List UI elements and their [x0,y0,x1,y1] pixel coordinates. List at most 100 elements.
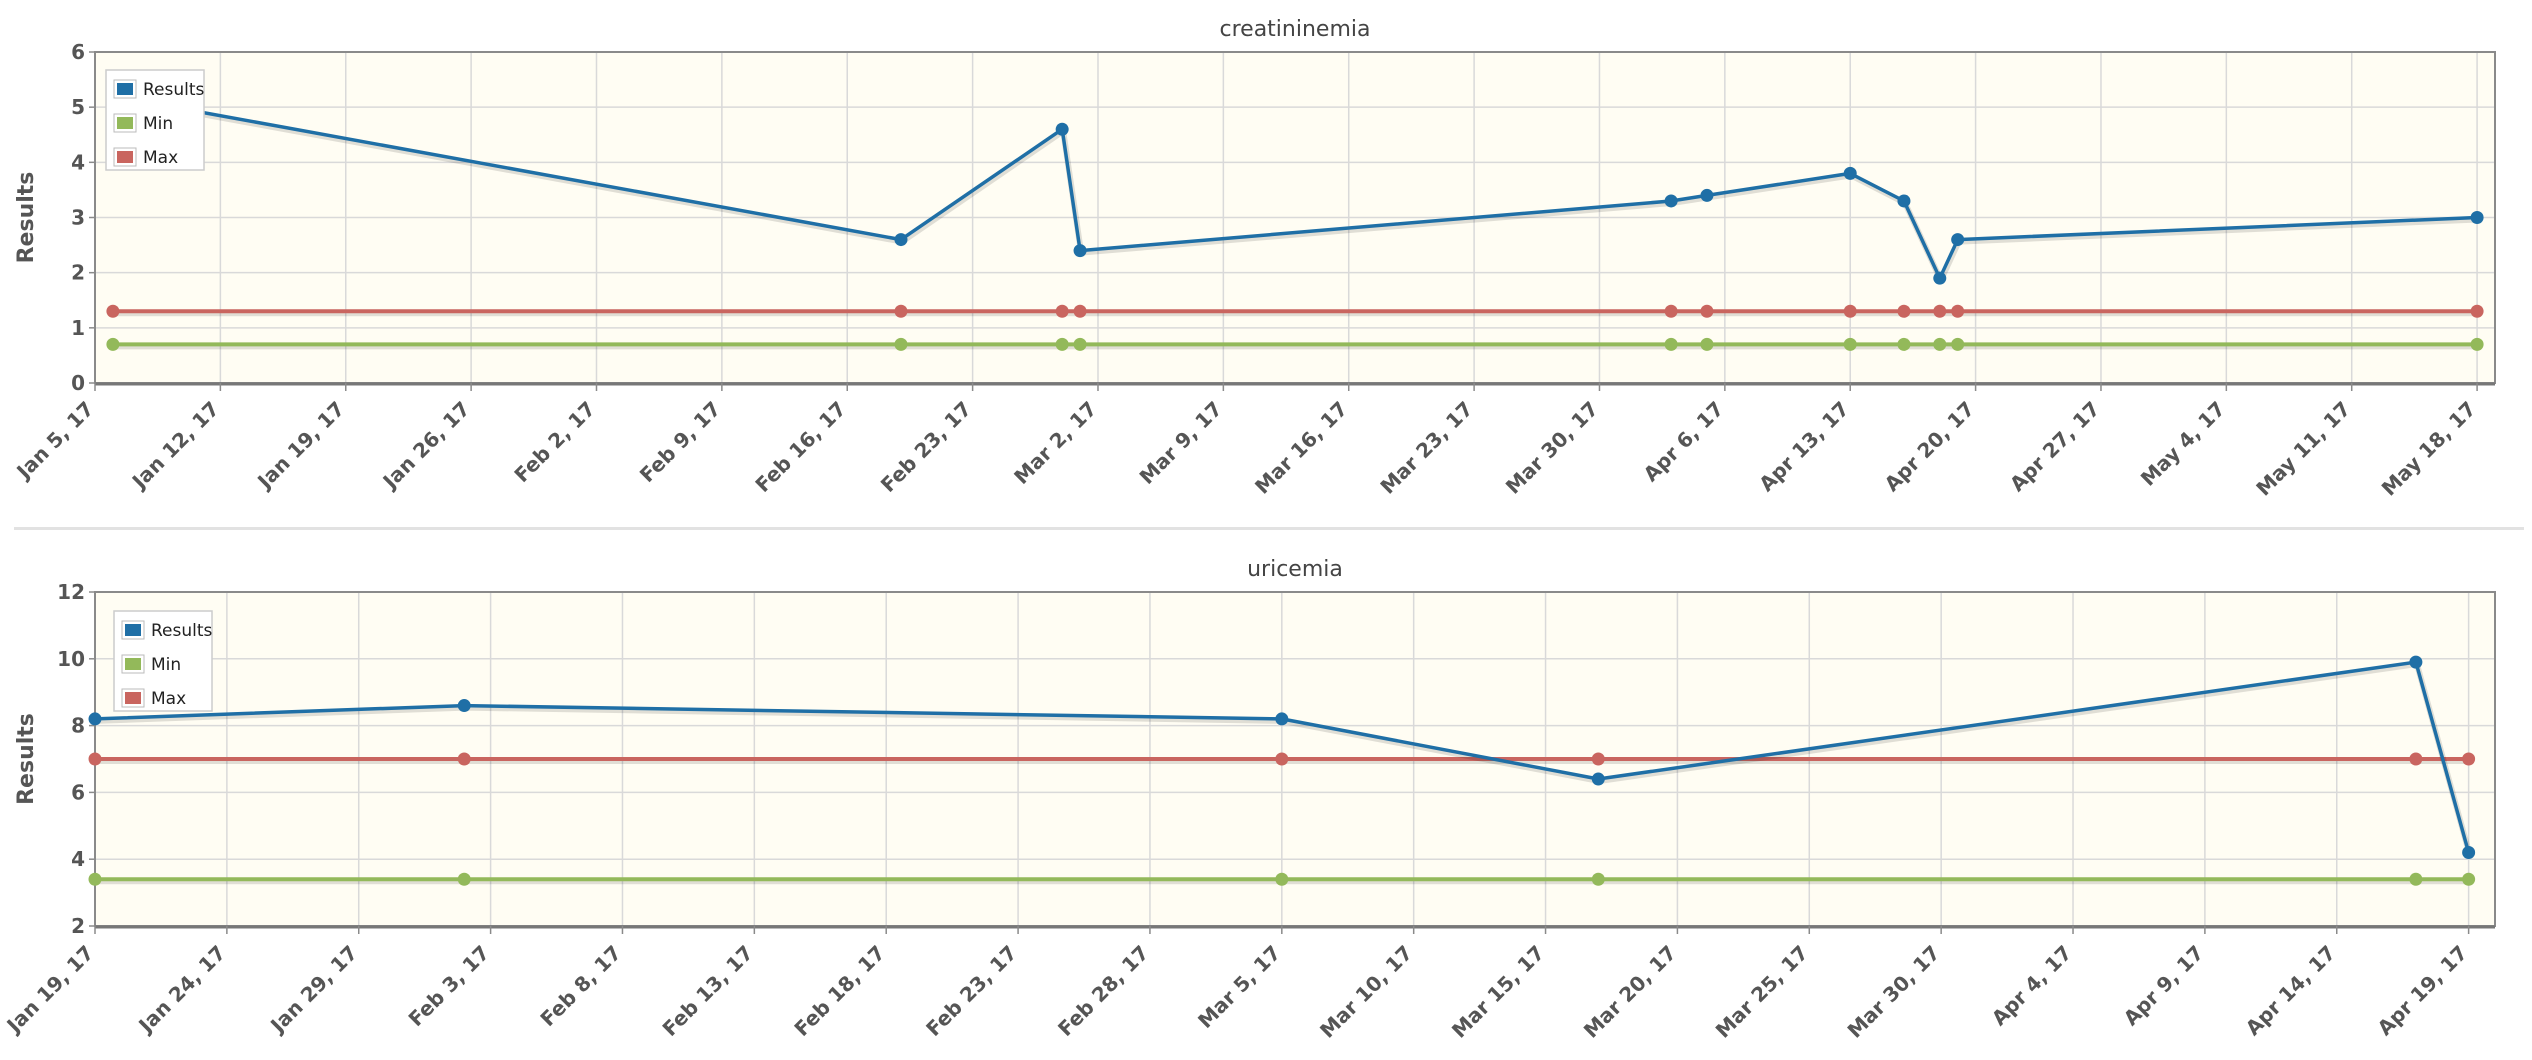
max-data-point[interactable] [2471,305,2484,318]
max-data-point[interactable] [458,753,471,766]
min-data-point[interactable] [106,338,119,351]
min-data-point[interactable] [1897,338,1910,351]
max-data-point[interactable] [1933,305,1946,318]
y-tick-label: 2 [71,261,85,285]
x-tick-label: Apr 4, 17 [1987,941,2077,1031]
max-data-point[interactable] [1056,305,1069,318]
x-tick-label: Mar 23, 17 [1375,397,1477,499]
legend-label-max[interactable]: Max [143,148,178,168]
y-axis-label: Results [14,713,39,805]
results-data-point[interactable] [1074,244,1087,257]
x-tick-label: Apr 14, 17 [2241,941,2341,1041]
max-data-point[interactable] [1275,753,1288,766]
max-data-point[interactable] [1700,305,1713,318]
x-tick-label: Mar 5, 17 [1193,941,1285,1033]
max-data-point[interactable] [2409,753,2422,766]
legend: Results Min Max [106,70,205,170]
max-data-point[interactable] [89,753,102,766]
y-tick-label: 4 [71,847,85,871]
min-data-point[interactable] [1700,338,1713,351]
results-data-point[interactable] [1700,189,1713,202]
x-tick-label: Mar 30, 17 [1501,397,1603,499]
min-data-point[interactable] [2462,873,2475,886]
x-tick-label: Mar 25, 17 [1711,941,1813,1043]
x-tick-label: Apr 19, 17 [2373,941,2473,1041]
results-data-point[interactable] [1275,712,1288,725]
creatininemia-chart-svg: creatininemia Results 0 1 2 3 4 5 6 Jan 5, 17 Jan … [0,0,2532,530]
min-data-point[interactable] [458,873,471,886]
y-tick-label: 2 [71,914,85,938]
x-tick-label: Jan 5, 17 [11,397,99,485]
min-data-point[interactable] [1074,338,1087,351]
legend-swatch-results [125,624,141,636]
x-tick-label: Feb 16, 17 [750,397,850,497]
y-tick-label: 0 [71,371,85,395]
min-data-point[interactable] [2471,338,2484,351]
x-tick-label: Feb 18, 17 [789,941,889,1041]
results-data-point[interactable] [1897,194,1910,207]
x-tick-label: Feb 9, 17 [635,397,726,488]
results-data-point[interactable] [2409,656,2422,669]
min-data-point[interactable] [89,873,102,886]
legend-label-results[interactable]: Results [151,621,213,641]
chart-separator [14,527,2524,530]
max-data-point[interactable] [1665,305,1678,318]
results-data-point[interactable] [1592,773,1605,786]
uricemia-chart-svg: uricemia Results 2 4 6 8 10 12 Jan 19, 17 Jan 24,… [0,540,2532,1060]
x-tick-label: Feb 8, 17 [535,941,626,1032]
x-tick-label: Jan 24, 17 [133,941,231,1039]
y-tick-label: 8 [71,714,85,738]
min-data-point[interactable] [1275,873,1288,886]
results-data-point[interactable] [89,712,102,725]
min-data-point[interactable] [1844,338,1857,351]
max-data-point[interactable] [1951,305,1964,318]
results-data-point[interactable] [894,233,907,246]
legend-swatch-results [117,83,133,95]
max-data-point[interactable] [106,305,119,318]
x-tick-label: May 11, 17 [2251,397,2355,501]
results-data-point[interactable] [2471,211,2484,224]
min-data-point[interactable] [894,338,907,351]
chart-title: uricemia [1247,557,1343,582]
uricemia-chart: uricemia Results 2 4 6 8 10 12 Jan 19, 17 Jan 24,… [0,540,2532,1060]
results-data-point[interactable] [2462,846,2475,859]
x-tick-label: Feb 2, 17 [510,397,601,488]
x-tick-label: Mar 2, 17 [1009,397,1101,489]
x-tick-label: Jan 12, 17 [126,397,224,495]
x-tick-label: Jan 29, 17 [264,941,362,1039]
min-data-point[interactable] [2409,873,2422,886]
x-tick-label: Mar 15, 17 [1447,941,1549,1043]
max-data-point[interactable] [1592,753,1605,766]
max-data-point[interactable] [2462,753,2475,766]
min-data-point[interactable] [1665,338,1678,351]
y-tick-label: 10 [57,647,85,671]
x-tick-label: May 4, 17 [2136,397,2230,491]
x-tick-label: Feb 23, 17 [921,941,1021,1041]
x-tick-label: Apr 6, 17 [1639,397,1729,487]
x-tick-label: Apr 27, 17 [2005,397,2105,497]
results-data-point[interactable] [1056,123,1069,136]
max-data-point[interactable] [1897,305,1910,318]
legend-label-max[interactable]: Max [151,689,186,709]
max-data-point[interactable] [894,305,907,318]
legend-label-min[interactable]: Min [151,655,181,675]
min-data-point[interactable] [1933,338,1946,351]
x-tick-label: Jan 26, 17 [377,397,475,495]
x-tick-label: Jan 19, 17 [1,941,99,1039]
results-data-point[interactable] [1933,272,1946,285]
legend-swatch-min [125,658,141,670]
y-tick-label: 6 [71,40,85,64]
results-data-point[interactable] [458,699,471,712]
results-data-point[interactable] [1951,233,1964,246]
max-data-point[interactable] [1844,305,1857,318]
min-data-point[interactable] [1056,338,1069,351]
results-data-point[interactable] [1844,167,1857,180]
x-tick-label: Feb 3, 17 [404,941,495,1032]
legend-label-min[interactable]: Min [143,114,173,134]
min-data-point[interactable] [1592,873,1605,886]
max-data-point[interactable] [1074,305,1087,318]
min-data-point[interactable] [1951,338,1964,351]
legend-swatch-max [125,692,141,704]
results-data-point[interactable] [1665,194,1678,207]
legend-label-results[interactable]: Results [143,80,205,100]
